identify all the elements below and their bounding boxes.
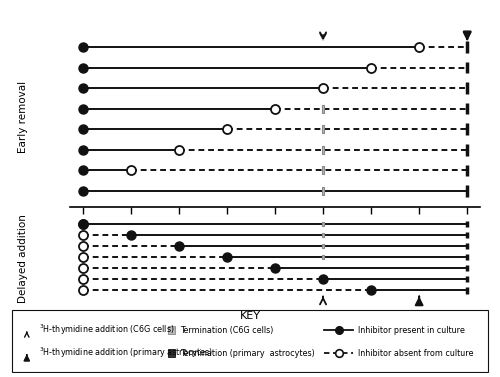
FancyBboxPatch shape (322, 244, 324, 248)
Text: Termination (C6G cells): Termination (C6G cells) (180, 326, 274, 335)
FancyBboxPatch shape (322, 255, 324, 259)
Text: Inhibitor present in culture: Inhibitor present in culture (358, 326, 465, 335)
Text: $^3$H-thymidine addition (primary astrocytes): $^3$H-thymidine addition (primary astroc… (39, 346, 212, 360)
FancyBboxPatch shape (168, 326, 174, 334)
FancyBboxPatch shape (322, 125, 324, 133)
Text: Delayed addition: Delayed addition (18, 214, 28, 303)
FancyBboxPatch shape (12, 310, 488, 372)
FancyBboxPatch shape (322, 222, 324, 226)
FancyBboxPatch shape (322, 146, 324, 154)
FancyBboxPatch shape (168, 349, 174, 357)
FancyBboxPatch shape (322, 166, 324, 174)
Text: Early removal: Early removal (18, 81, 28, 153)
FancyBboxPatch shape (322, 105, 324, 113)
Text: Inhibitor absent from culture: Inhibitor absent from culture (358, 349, 474, 358)
FancyBboxPatch shape (322, 187, 324, 195)
Text: Termination (primary  astrocytes): Termination (primary astrocytes) (180, 349, 315, 358)
FancyBboxPatch shape (322, 233, 324, 237)
Text: KEY: KEY (240, 311, 260, 322)
Text: $^3$H-thymidine addition (C6G cells): $^3$H-thymidine addition (C6G cells) (39, 323, 174, 337)
